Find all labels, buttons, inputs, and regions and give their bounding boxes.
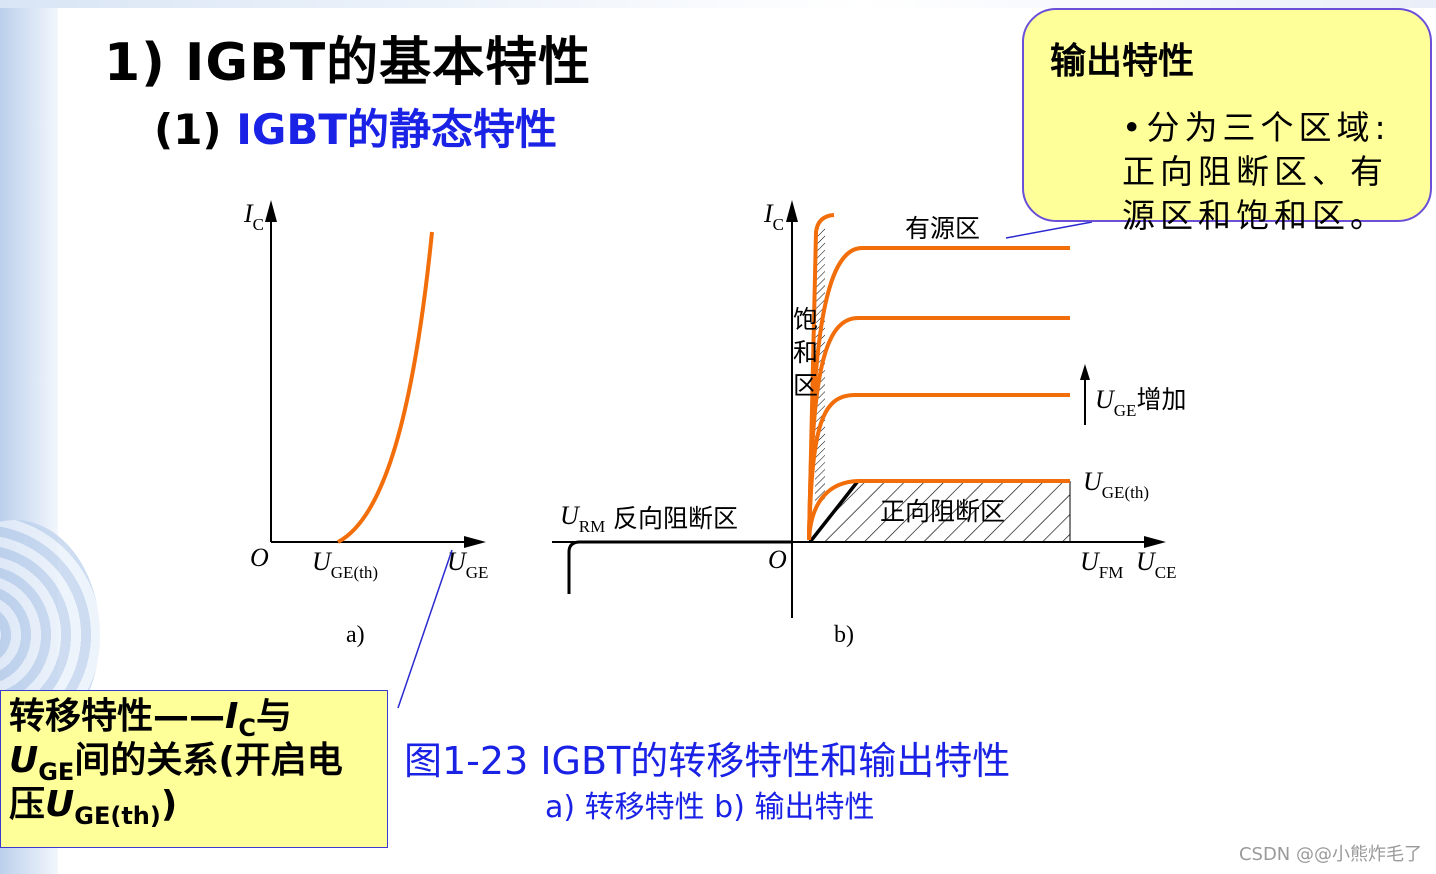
forward-blocking-label: 正向阻断区: [880, 497, 1005, 526]
graph-a-origin: O: [250, 543, 269, 572]
output-callout-line-2: 正向阻断区、有: [1122, 152, 1388, 191]
transfer-callout-pointer: [397, 549, 453, 709]
graph-a: IC O UGE(th) UGE a): [243, 199, 488, 648]
saturation-label-3: 区: [793, 371, 818, 400]
graph-b: IC O UCE UFM URM 反向阻断区 正向阻断区 有源区 饱 和 区 U…: [552, 199, 1186, 648]
transfer-callout-line-3: 压UGE(th)): [9, 784, 178, 831]
reverse-blocking-curve: [567, 540, 792, 594]
output-callout-line-3: 源区和饱和区。: [1122, 196, 1388, 235]
graph-a-threshold-label: UGE(th): [312, 547, 378, 582]
output-callout-heading: 输出特性: [1050, 41, 1195, 82]
output-characteristic-callout: 输出特性 •分为三个区域: 正向阻断区、有 源区和饱和区。: [1022, 8, 1432, 235]
subtitle-prefix: (1): [154, 105, 237, 154]
ufm-label: UFM: [1080, 547, 1123, 582]
graph-a-caption: a): [346, 622, 365, 648]
slide-title: 1) IGBT的基本特性: [104, 33, 592, 93]
output-callout-line-1: •分为三个区域:: [1122, 108, 1391, 147]
figure-subcaption: a) 转移特性 b) 输出特性: [545, 790, 875, 825]
uge-increase-arrowhead: [1080, 364, 1090, 380]
graph-a-x-arrow: [464, 536, 486, 548]
watermark: CSDN @@小熊炸毛了: [1238, 844, 1422, 865]
graph-b-x-arrow: [1144, 536, 1166, 548]
transfer-callout-line-2: UGE间的关系(开启电: [9, 740, 343, 787]
transfer-callout-line-1: 转移特性——IC与: [9, 696, 293, 743]
figure-caption: 图1-23 IGBT的转移特性和输出特性: [404, 739, 1011, 783]
urm-label: URM: [560, 501, 605, 536]
slide-subtitle: (1) IGBT的静态特性: [154, 96, 557, 157]
active-region-label: 有源区: [905, 214, 980, 243]
threshold-black-line: [808, 479, 860, 544]
graph-a-y-label: IC: [243, 199, 264, 234]
saturation-label-2: 和: [793, 338, 818, 367]
top-decor-stripe: [0, 0, 1436, 8]
graph-b-y-label: IC: [763, 199, 784, 234]
graph-a-y-arrow: [265, 200, 277, 222]
graph-b-x-label: UCE: [1136, 547, 1177, 582]
output-callout-pointer: [1005, 221, 1093, 239]
subtitle-highlight: IGBT的静态特性: [236, 105, 558, 154]
graph-a-x-label: UGE: [447, 547, 488, 582]
output-callout-body: •分为三个区域: 正向阻断区、有 源区和饱和区。: [1122, 106, 1410, 238]
forward-blocking-region: [810, 481, 1070, 542]
saturation-label-1: 饱: [793, 305, 818, 334]
transfer-curve: [337, 231, 434, 544]
output-curve-sat: [807, 213, 835, 541]
graph-b-origin: O: [768, 545, 787, 574]
uge-increase-label: UGE增加: [1095, 385, 1186, 420]
uge-th-label: UGE(th): [1083, 467, 1149, 502]
transfer-characteristic-callout: 转移特性——IC与 UGE间的关系(开启电 压UGE(th)): [0, 690, 388, 848]
reverse-blocking-label: 反向阻断区: [613, 504, 738, 533]
graph-b-y-arrow: [786, 200, 798, 222]
graph-b-caption: b): [834, 622, 854, 648]
